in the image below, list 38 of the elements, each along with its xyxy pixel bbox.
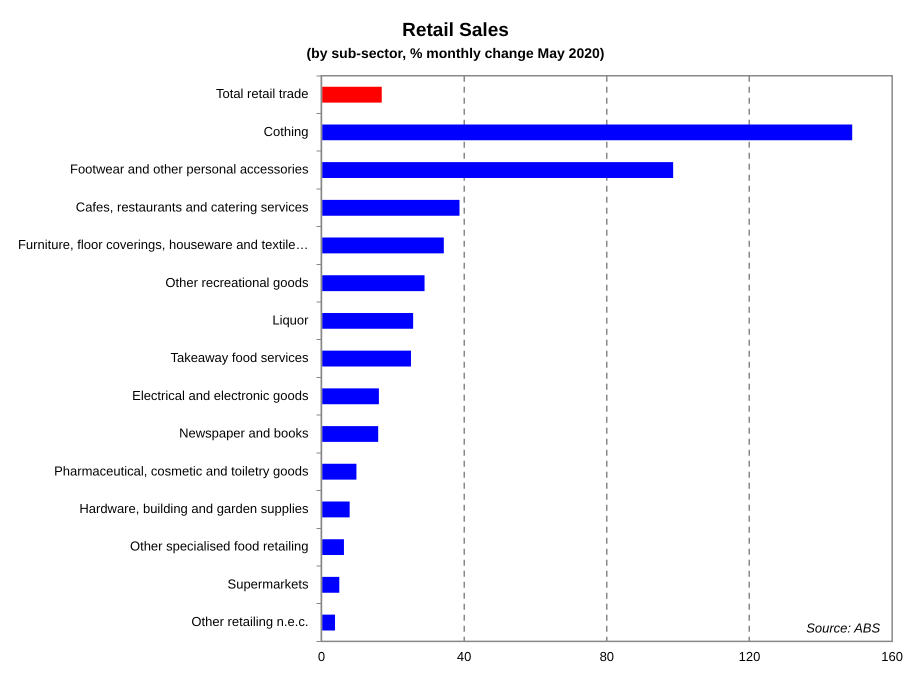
bar bbox=[322, 124, 852, 140]
y-tick-label: Supermarkets bbox=[228, 576, 309, 592]
bar bbox=[322, 576, 340, 593]
x-tick-label: 0 bbox=[318, 648, 326, 664]
bar bbox=[322, 426, 378, 442]
y-tick-label: Newspaper and books bbox=[179, 426, 309, 441]
y-tick-label: Takeaway food services bbox=[170, 350, 309, 366]
y-tick-label: Liquor bbox=[272, 312, 310, 328]
bar bbox=[322, 200, 460, 216]
y-tick-label: Total retail trade bbox=[216, 86, 308, 102]
y-tick-label: Furniture, floor coverings, houseware and textile… bbox=[18, 237, 308, 252]
bar bbox=[322, 162, 674, 178]
chart-title: Retail Sales bbox=[401, 20, 510, 42]
chart-subtitle: (by sub-sector, % monthly change May 2020) bbox=[306, 45, 606, 61]
y-tick-label: Other specialised food retailing bbox=[130, 538, 308, 554]
bar bbox=[322, 86, 382, 103]
y-tick-label: Other retailing n.e.c. bbox=[191, 614, 308, 630]
x-tick-label: 40 bbox=[456, 648, 472, 664]
bar bbox=[322, 388, 379, 404]
y-tick-label: Electrical and electronic goods bbox=[132, 388, 309, 403]
x-tick-label: 120 bbox=[738, 648, 760, 664]
y-tick-label: Cafes, restaurants and catering services bbox=[76, 199, 309, 214]
y-tick-label: Footwear and other personal accessories bbox=[70, 162, 309, 177]
bar bbox=[322, 539, 344, 556]
bar bbox=[322, 614, 336, 630]
bar bbox=[322, 350, 411, 367]
annotation: Source: ABS bbox=[806, 620, 880, 636]
y-tick-label: Pharmaceutical, cosmetic and toiletry goods bbox=[54, 463, 309, 478]
y-tick-label: Cothing bbox=[264, 124, 308, 139]
y-tick-label: Hardware, building and garden supplies bbox=[79, 501, 309, 516]
x-tick-label: 160 bbox=[881, 648, 904, 664]
bar bbox=[322, 464, 356, 480]
x-tick-label: 80 bbox=[600, 648, 614, 664]
bar bbox=[322, 275, 425, 292]
y-tick-label: Other recreational goods bbox=[165, 274, 309, 290]
bar bbox=[322, 312, 414, 329]
bar bbox=[322, 238, 444, 254]
bar bbox=[322, 502, 350, 518]
